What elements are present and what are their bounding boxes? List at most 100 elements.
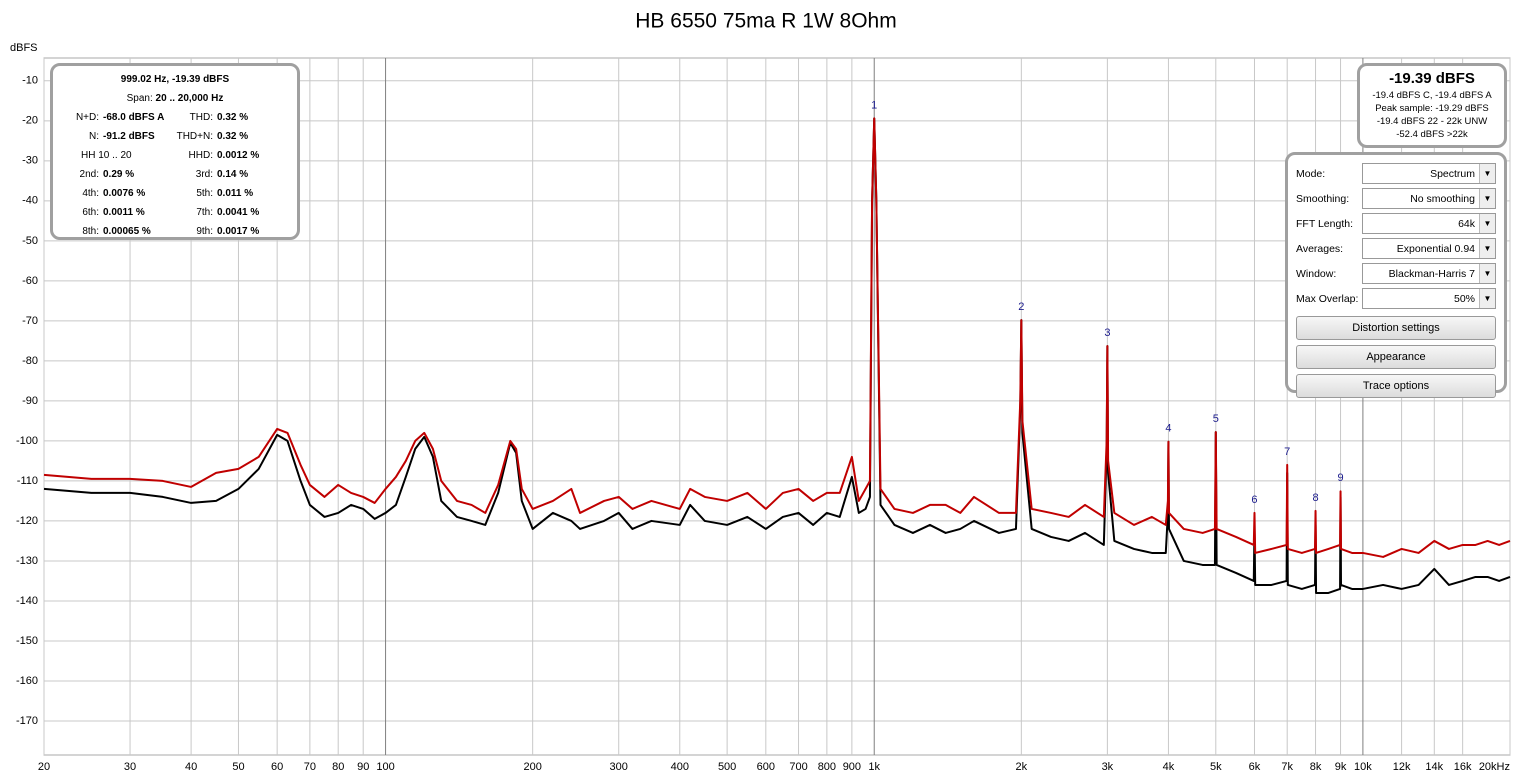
- harmonic-label: 3: [1104, 327, 1110, 339]
- x-tick-label: 400: [671, 761, 689, 773]
- settings-panel: Mode: Spectrum ▼ Smoothing: No smoothing ▼ FFT…: [1285, 152, 1507, 398]
- button[interactable]: Appearance: [1296, 345, 1496, 369]
- setting-row: FFT Length: 64k ▼: [1296, 211, 1496, 236]
- x-tick-label: 80: [332, 761, 344, 773]
- x-tick-label: 2k: [1016, 761, 1028, 773]
- x-tick-label: 40: [185, 761, 197, 773]
- dropdown-arrow[interactable]: ▼: [1479, 189, 1495, 208]
- setting-label: FFT Length:: [1296, 217, 1354, 230]
- chart-title: HB 6550 75ma R 1W 8Ohm: [635, 10, 896, 33]
- info-value: 0.32 %: [217, 131, 249, 142]
- info-cell: N+D: -68.0 dBFS A: [61, 108, 175, 127]
- info-label: 7th:: [196, 207, 213, 218]
- info-row: 2nd: 0.29 % 3rd: 0.14 %: [61, 165, 289, 184]
- setting-dropdown[interactable]: No smoothing ▼: [1362, 188, 1496, 209]
- trace: [43, 117, 1511, 558]
- info-row: N+D: -68.0 dBFS A THD: 0.32 %: [61, 108, 289, 127]
- info-value: 0.0011 %: [103, 207, 145, 218]
- setting-value: Blackman-Harris 7: [1388, 267, 1475, 280]
- harmonic-label: 5: [1213, 413, 1219, 425]
- setting-dropdown[interactable]: 50% ▼: [1362, 288, 1496, 309]
- x-tick-label: 90: [357, 761, 369, 773]
- info-label: 6th:: [82, 207, 99, 218]
- setting-row: Window: Blackman-Harris 7 ▼: [1296, 261, 1496, 286]
- x-tick-label: 200: [523, 761, 541, 773]
- span-value: 20 .. 20,000 Hz: [155, 93, 224, 104]
- dropdown-arrow[interactable]: ▼: [1479, 164, 1495, 183]
- level-line: Peak sample: -19.29 dBFS: [1375, 103, 1489, 114]
- x-tick-label: 1k: [868, 761, 880, 773]
- y-tick-label: -110: [17, 475, 38, 487]
- info-cell: HHD: 0.0012 %: [175, 146, 289, 165]
- setting-label: Averages:: [1296, 242, 1344, 255]
- info-label: 3rd:: [195, 169, 213, 180]
- harmonic-label: 8: [1312, 492, 1318, 504]
- info-row: HH 10 .. 20 HHD: 0.0012 %: [61, 146, 289, 165]
- info-label: THD:: [189, 112, 213, 123]
- harmonic-label: 2: [1018, 301, 1024, 313]
- info-label: 9th:: [196, 226, 213, 237]
- info-value: 0.00065 %: [103, 226, 151, 237]
- x-tick-label: 12k: [1393, 761, 1411, 773]
- info-label: 8th:: [82, 226, 99, 237]
- info-cell: 3rd: 0.14 %: [175, 165, 289, 184]
- setting-value: 64k: [1458, 217, 1475, 230]
- dropdown-arrow[interactable]: ▼: [1479, 264, 1495, 283]
- info-value: 0.32 %: [217, 112, 249, 123]
- setting-dropdown[interactable]: Spectrum ▼: [1362, 163, 1496, 184]
- dropdown-arrow[interactable]: ▼: [1479, 214, 1495, 233]
- info-label: N:: [89, 131, 99, 142]
- info-value: 0.14 %: [217, 169, 249, 180]
- x-tick-label: 300: [610, 761, 628, 773]
- info-value: 0.0076 %: [103, 188, 146, 199]
- dropdown-arrow[interactable]: ▼: [1479, 239, 1495, 258]
- info-cell: THD: 0.32 %: [175, 108, 289, 127]
- info-value: -68.0 dBFS A: [103, 112, 165, 123]
- setting-value: No smoothing: [1410, 192, 1475, 205]
- y-tick-label: -80: [22, 355, 38, 367]
- setting-value: Exponential 0.94: [1396, 242, 1475, 255]
- setting-dropdown[interactable]: Exponential 0.94 ▼: [1362, 238, 1496, 259]
- y-tick-label: -70: [22, 315, 38, 327]
- level-main: -19.39 dBFS: [1389, 70, 1475, 87]
- x-tick-label: 14k: [1425, 761, 1443, 773]
- y-tick-label: -90: [22, 395, 38, 407]
- harmonic-label: 6: [1251, 494, 1257, 506]
- button[interactable]: Trace options: [1296, 374, 1496, 398]
- level-line: -19.4 dBFS 22 - 22k UNW: [1376, 116, 1488, 127]
- setting-row: Max Overlap: 50% ▼: [1296, 286, 1496, 311]
- harmonic-label: 9: [1337, 472, 1343, 484]
- dropdown-arrow[interactable]: ▼: [1479, 289, 1495, 308]
- info-row: 4th: 0.0076 % 5th: 0.011 %: [61, 184, 289, 203]
- info-label: 5th:: [196, 188, 213, 199]
- info-cell: HH 10 .. 20: [61, 146, 175, 165]
- info-row: N: -91.2 dBFS THD+N: 0.32 %: [61, 127, 289, 146]
- info-value: -91.2 dBFS: [103, 131, 155, 142]
- x-tick-label: 16k: [1454, 761, 1472, 773]
- x-tick-label: 700: [789, 761, 807, 773]
- info-value: 0.0017 %: [217, 226, 260, 237]
- info-value: 0.0012 %: [217, 150, 260, 161]
- setting-label: Smoothing:: [1296, 192, 1350, 205]
- setting-dropdown[interactable]: Blackman-Harris 7 ▼: [1362, 263, 1496, 284]
- y-tick-label: -120: [16, 515, 38, 527]
- x-tick-label: 10k: [1354, 761, 1372, 773]
- setting-label: Max Overlap:: [1296, 292, 1359, 305]
- harmonic-label: 1: [871, 99, 877, 111]
- x-tick-label: 800: [818, 761, 836, 773]
- x-tick-label: 600: [757, 761, 775, 773]
- button[interactable]: Distortion settings: [1296, 316, 1496, 340]
- info-label: HHD:: [188, 150, 213, 161]
- info-value: 0.29 %: [103, 169, 135, 180]
- setting-label: Window:: [1296, 267, 1337, 280]
- x-tick-label: 100: [376, 761, 394, 773]
- x-tick-label: 500: [718, 761, 736, 773]
- x-tick-label: 4k: [1163, 761, 1175, 773]
- level-box: -19.39 dBFS -19.4 dBFS C, -19.4 dBFS A Pea…: [1357, 63, 1507, 148]
- grid: [43, 58, 1511, 755]
- info-cell: 5th: 0.011 %: [175, 184, 289, 203]
- y-tick-label: -60: [22, 275, 38, 287]
- setting-row: Mode: Spectrum ▼: [1296, 161, 1496, 186]
- setting-dropdown[interactable]: 64k ▼: [1362, 213, 1496, 234]
